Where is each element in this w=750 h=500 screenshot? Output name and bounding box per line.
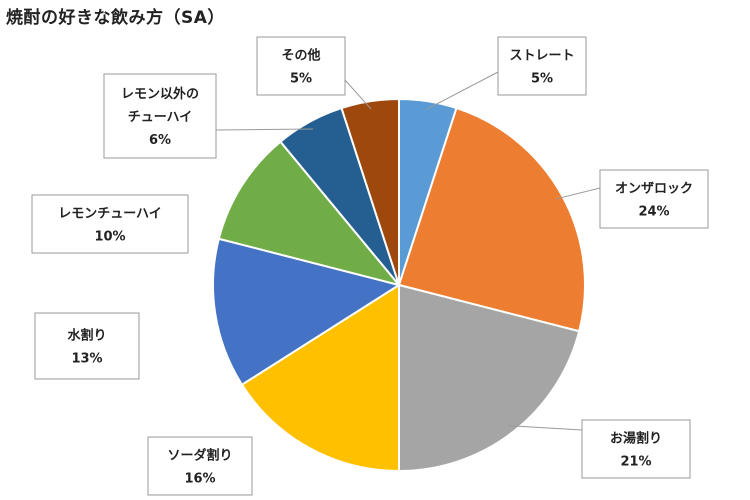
leader-line [426,71,499,110]
callout-box [103,73,217,159]
pie-slice [240,283,400,473]
callout-box [599,169,709,229]
slice-category-label: 水割り [67,328,106,344]
slice-percent-label: 24% [638,205,669,220]
pie-slice [217,140,402,287]
slice-category-label: レモンチューハイ [58,207,161,222]
data-label-callout: ストレート 5% [497,36,587,96]
leader-line [508,425,583,431]
slice-category-label: チューハイ [128,110,192,125]
pie-slice [398,283,581,473]
data-label-callout: ソーダ割り 16% [147,436,253,496]
slice-percent-label: 5% [290,72,312,87]
callout-box [31,194,189,254]
callout-box [581,419,691,479]
slice-percent-label: 5% [531,72,553,87]
leader-line [344,79,372,110]
data-label-callout: お湯割り 21% [581,419,691,479]
leader-line [215,128,314,131]
slice-category-label: ストレート [509,49,574,64]
callout-box [497,36,587,96]
slice-percent-label: 13% [71,352,102,367]
leader-line [554,187,601,200]
data-label-callout: オンザロック 24% [599,169,709,229]
pie-slice [212,237,402,387]
slice-percent-label: 6% [149,133,171,148]
slice-percent-label: 21% [620,455,651,470]
callout-box [256,36,346,96]
data-label-callout: その他 5% [256,36,346,96]
slice-category-label: その他 [281,48,320,64]
pie-slice [397,106,586,333]
chart-title: 焼酎の好きな飲み方（SA） [6,8,225,28]
slice-category-label: レモン以外の [121,86,199,102]
pie-slice [340,97,400,286]
callout-box [34,312,140,380]
slice-category-label: お湯割り [610,431,662,447]
data-label-callout: レモンチューハイ 10% [31,194,189,254]
data-label-callout: 水割り 13% [34,312,140,380]
slice-percent-label: 16% [184,472,215,487]
slice-percent-label: 10% [94,230,125,245]
slice-category-label: ソーダ割り [167,448,232,464]
slice-category-label: オンザロック [615,182,693,197]
callout-box [147,436,253,496]
